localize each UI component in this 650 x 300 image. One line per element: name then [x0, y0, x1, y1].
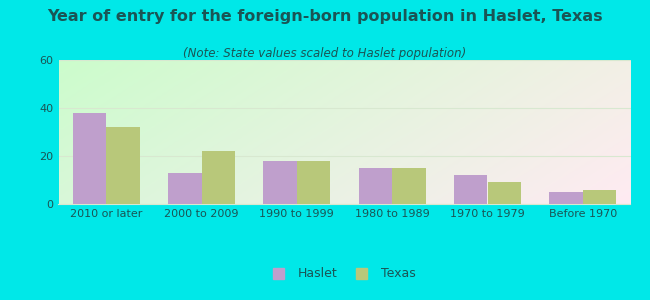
Bar — [106, 127, 140, 204]
Legend: Haslet, Texas: Haslet, Texas — [269, 264, 420, 284]
Bar — [263, 161, 297, 204]
Bar — [297, 161, 330, 204]
Bar — [359, 168, 392, 204]
Bar — [202, 151, 235, 204]
Bar — [168, 173, 202, 204]
Text: (Note: State values scaled to Haslet population): (Note: State values scaled to Haslet pop… — [183, 46, 467, 59]
Bar — [454, 175, 488, 204]
Bar — [583, 190, 616, 204]
Bar — [392, 168, 426, 204]
Bar — [549, 192, 583, 204]
Bar — [488, 182, 521, 204]
Bar — [73, 113, 106, 204]
Text: Year of entry for the foreign-born population in Haslet, Texas: Year of entry for the foreign-born popul… — [47, 9, 603, 24]
